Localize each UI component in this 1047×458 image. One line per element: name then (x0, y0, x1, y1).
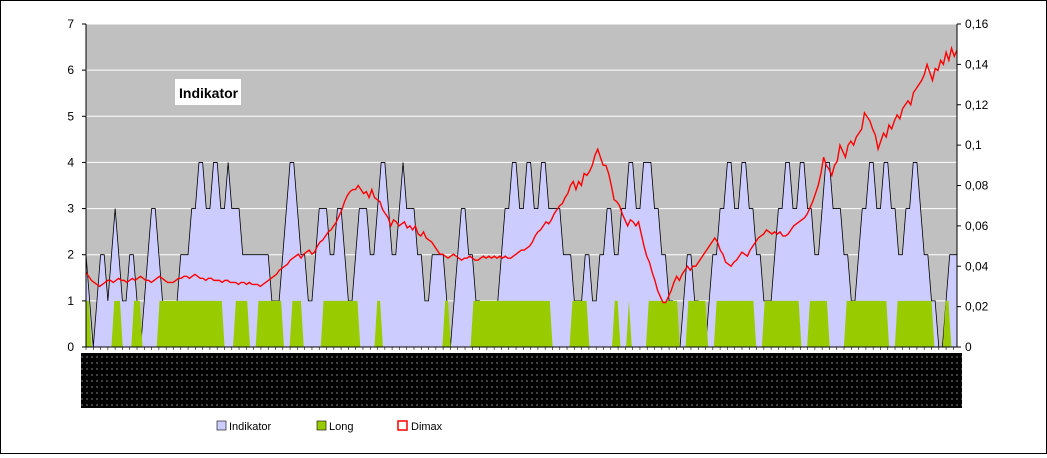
left-tick-label: 1 (67, 294, 74, 308)
x-tick-label-mass (81, 353, 962, 408)
right-axis: 0 0,02 0,04 0,06 0,08 0,1 0,12 0,14 0,16 (956, 17, 989, 354)
right-tick-label: 0 (965, 340, 972, 354)
left-tick-label: 7 (67, 17, 74, 31)
series-long (86, 300, 957, 347)
series-indikator (85, 162, 958, 348)
right-tick-label: 0,02 (965, 300, 989, 314)
left-tick-label: 5 (67, 109, 74, 123)
legend-label-indikator: Indikator (229, 421, 272, 433)
legend-swatch-indikator (216, 420, 227, 431)
right-tick-label: 0,1 (965, 138, 982, 152)
right-tick-label: 0,06 (965, 219, 989, 233)
chart-title: Indikator (179, 85, 239, 101)
line-dimax (85, 45, 958, 304)
legend-swatch-long (316, 420, 327, 431)
series-dimax (85, 45, 958, 304)
legend-item-indikator: Indikator (216, 420, 272, 433)
left-tick-label: 0 (67, 340, 74, 354)
area-long (86, 300, 957, 347)
left-tick-label: 2 (67, 248, 74, 262)
left-axis: 0 1 2 3 4 5 6 7 (67, 17, 87, 354)
legend-label-long: Long (329, 421, 353, 433)
right-tick-label: 0,12 (965, 98, 989, 112)
legend-item-dimax: Dimax (397, 420, 443, 433)
right-tick-label: 0,04 (965, 259, 989, 273)
chart-title-box: Indikator (175, 79, 241, 105)
left-tick-label: 6 (67, 63, 74, 77)
right-tick-label: 0,14 (965, 57, 989, 71)
x-axis (81, 346, 962, 408)
left-tick-label: 3 (67, 202, 74, 216)
left-tick-label: 4 (67, 155, 74, 169)
legend-item-long: Long (316, 420, 353, 433)
legend-label-dimax: Dimax (411, 421, 443, 433)
area-indikator (85, 162, 958, 348)
legend: Indikator Long Dimax (216, 420, 443, 433)
right-tick-label: 0,08 (965, 179, 989, 193)
right-tick-label: 0,16 (965, 17, 989, 31)
legend-swatch-dimax (397, 420, 408, 431)
